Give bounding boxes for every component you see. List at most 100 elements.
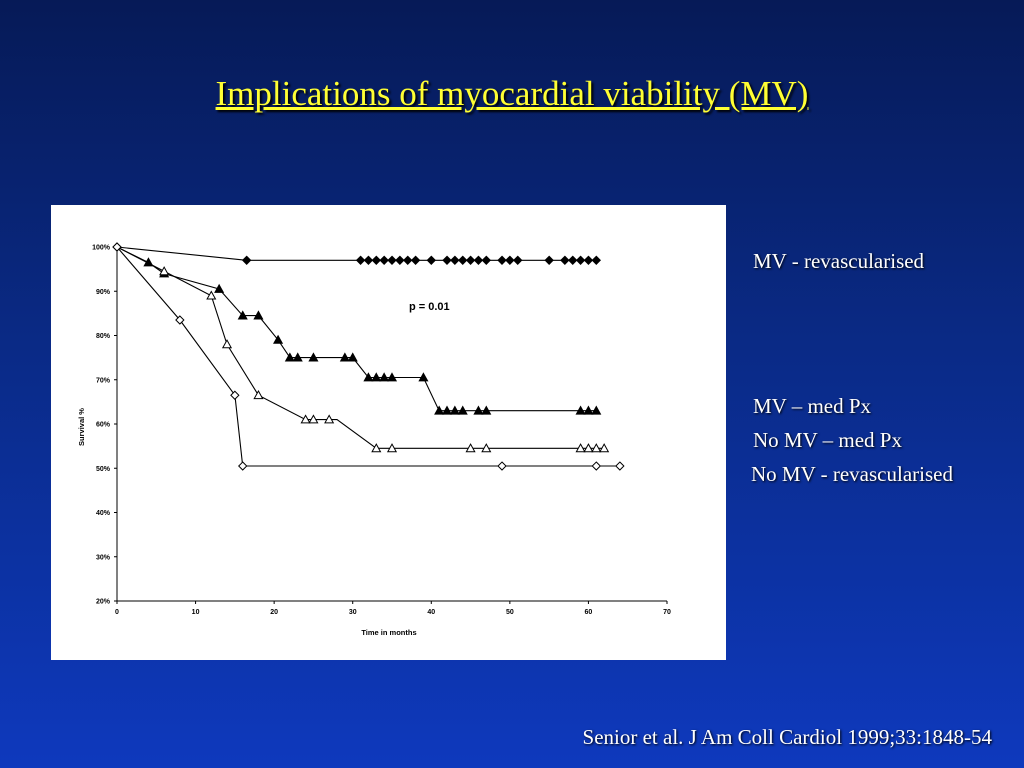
data-point-triangle xyxy=(441,405,453,415)
data-point-triangle xyxy=(583,405,594,415)
data-point-diamond xyxy=(371,255,381,265)
axes-layer: 20% 30% 40% 50% 60% 70% 80% 90% 100% 0 10 20 30 40 50 6… xyxy=(92,245,671,617)
x-tick-label: 70 xyxy=(663,609,671,616)
data-point-diamond xyxy=(379,255,389,265)
data-point-triangle xyxy=(308,414,319,424)
data-point-triangle xyxy=(481,443,492,453)
data-point-diamond xyxy=(241,255,252,265)
series-line-1 xyxy=(116,246,597,412)
y-tick-label: 20% xyxy=(96,599,111,606)
y-tick-label: 80% xyxy=(96,333,111,340)
series-layer xyxy=(116,246,620,467)
data-point-triangle xyxy=(473,405,484,415)
series-line-3 xyxy=(116,246,620,467)
x-tick-label: 40 xyxy=(427,609,435,616)
data-point-diamond xyxy=(465,255,476,265)
survival-chart: 20% 30% 40% 50% 60% 70% 80% 90% 100% 0 10 20 30 40 50 6… xyxy=(77,242,671,637)
data-point-diamond xyxy=(426,255,436,265)
x-tick-label: 60 xyxy=(585,609,593,616)
series-line-0 xyxy=(116,246,597,261)
data-point-triangle xyxy=(237,310,248,320)
x-tick-label: 0 xyxy=(115,609,119,616)
data-point-triangle xyxy=(273,334,284,344)
data-point-diamond xyxy=(497,461,507,471)
data-point-triangle xyxy=(418,372,429,382)
survival-chart-panel: 20% 30% 40% 50% 60% 70% 80% 90% 100% 0 10 20 30 40 50 6… xyxy=(51,205,726,660)
data-point-triangle xyxy=(214,283,225,293)
data-point-diamond xyxy=(355,255,366,265)
data-point-triangle xyxy=(308,352,319,362)
data-point-triangle xyxy=(363,372,374,382)
data-point-diamond xyxy=(544,255,554,265)
data-point-diamond xyxy=(505,255,515,265)
data-point-triangle xyxy=(379,372,390,382)
markers-layer xyxy=(112,242,625,471)
data-point-diamond xyxy=(395,255,405,265)
y-tick-label: 60% xyxy=(96,422,111,429)
y-axis-title: Survival % xyxy=(77,408,86,446)
data-point-diamond xyxy=(410,255,421,265)
y-tick-label: 70% xyxy=(96,377,111,384)
y-tick-label: 100% xyxy=(92,245,111,252)
y-tick-label: 90% xyxy=(96,289,111,296)
y-tick-label: 40% xyxy=(96,510,111,517)
data-point-triangle xyxy=(457,405,468,415)
legend-mv-revascularised: MV - revascularised xyxy=(753,249,925,273)
y-tick-label: 50% xyxy=(96,466,111,473)
data-point-diamond xyxy=(591,461,601,471)
data-point-triangle xyxy=(591,443,602,453)
x-axis-title: Time in months xyxy=(361,628,416,637)
data-point-triangle xyxy=(386,443,398,453)
data-point-triangle xyxy=(143,257,154,267)
data-point-diamond xyxy=(583,255,594,265)
data-point-triangle xyxy=(371,443,382,453)
data-point-diamond xyxy=(513,255,523,265)
data-point-triangle xyxy=(583,443,594,453)
series-line-2 xyxy=(116,246,605,449)
data-point-diamond xyxy=(403,255,413,265)
data-point-diamond xyxy=(175,315,185,325)
x-tick-label: 50 xyxy=(506,609,514,616)
data-point-diamond xyxy=(615,461,625,471)
p-value-annotation: p = 0.01 xyxy=(409,301,450,313)
legend-mv-med: MV – med Px xyxy=(753,394,872,418)
x-tick-label: 10 xyxy=(192,609,200,616)
data-point-triangle xyxy=(449,405,460,415)
data-point-diamond xyxy=(458,255,468,265)
data-point-triangle xyxy=(284,352,295,362)
data-point-triangle xyxy=(159,266,170,276)
data-point-diamond xyxy=(481,255,491,265)
data-point-diamond xyxy=(560,255,570,265)
x-tick-label: 20 xyxy=(270,609,278,616)
data-point-diamond xyxy=(112,242,122,252)
data-point-diamond xyxy=(450,255,460,265)
data-point-triangle xyxy=(575,405,586,415)
legend-nomv-revascularised: No MV - revascularised xyxy=(751,462,953,486)
data-point-triangle xyxy=(575,443,586,453)
data-point-diamond xyxy=(591,255,601,265)
data-point-triangle xyxy=(339,352,350,362)
data-point-diamond xyxy=(230,390,240,400)
data-point-triangle xyxy=(324,414,335,424)
data-point-triangle xyxy=(253,390,264,400)
data-point-triangle xyxy=(371,372,382,382)
data-point-diamond xyxy=(238,461,248,471)
data-point-triangle xyxy=(465,443,476,453)
data-point-diamond xyxy=(387,255,397,265)
legend-nomv-med: No MV – med Px xyxy=(753,428,902,452)
x-tick-label: 30 xyxy=(349,609,357,616)
data-point-diamond xyxy=(568,255,578,265)
data-point-diamond xyxy=(497,255,507,265)
data-point-triangle xyxy=(347,352,358,362)
data-point-triangle xyxy=(253,310,264,320)
data-point-triangle xyxy=(206,290,217,300)
data-point-triangle xyxy=(221,339,233,349)
y-tick-label: 30% xyxy=(96,554,111,561)
citation: Senior et al. J Am Coll Cardiol 1999;33:… xyxy=(582,725,992,749)
data-point-triangle xyxy=(434,405,445,415)
slide-title: Implications of myocardial viability (MV… xyxy=(215,74,809,113)
data-point-triangle xyxy=(599,443,610,453)
data-point-diamond xyxy=(575,255,586,265)
data-point-triangle xyxy=(386,372,398,382)
data-point-diamond xyxy=(363,255,374,265)
